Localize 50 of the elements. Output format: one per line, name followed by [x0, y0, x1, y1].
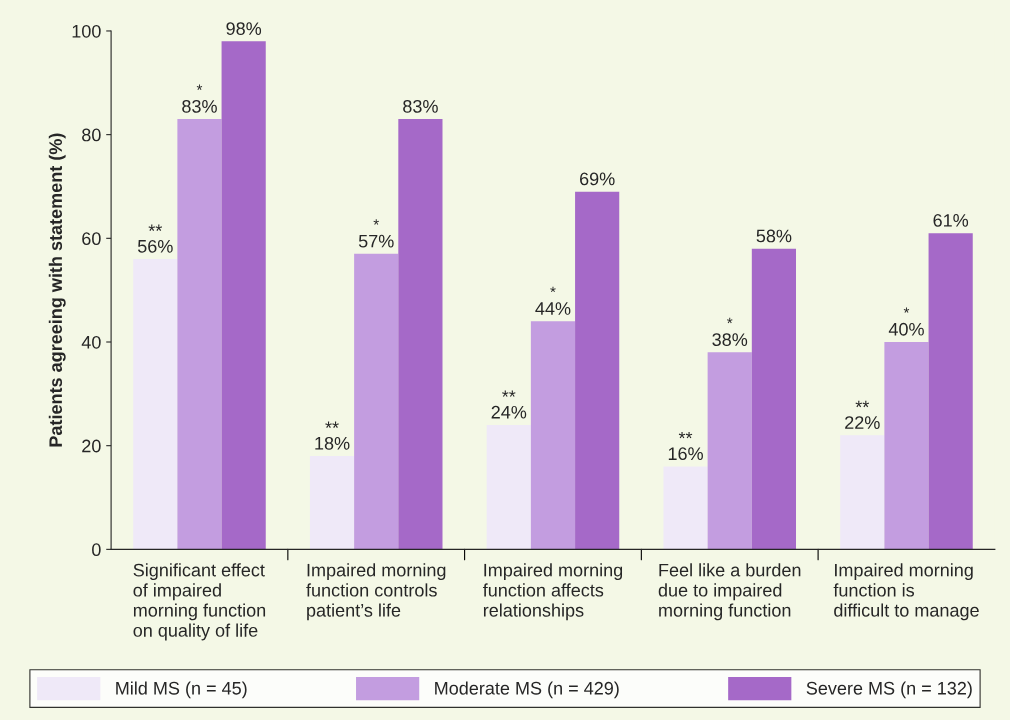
y-tick-label: 20 — [82, 439, 101, 453]
annotation: * — [550, 286, 556, 293]
annotation: * — [373, 219, 379, 225]
legend-label: Moderate MS (n = 429) — [435, 681, 619, 699]
y-tick-label: 40 — [81, 335, 101, 349]
data-label: 61% — [933, 214, 969, 227]
bar — [707, 352, 752, 550]
annotation: * — [196, 84, 203, 90]
y-tick-label: 80 — [82, 128, 101, 142]
x-tick-label: Impaired morning function affects relationships — [482, 563, 623, 621]
data-label: ** 18% — [315, 421, 350, 450]
y-tick-label: 60 — [82, 232, 101, 246]
bar — [884, 342, 929, 550]
bar — [177, 119, 222, 550]
bar — [309, 456, 355, 550]
bar — [751, 248, 797, 550]
bar — [575, 191, 620, 550]
x-tick-label: Significant effect of impaired morning function on quality of life — [133, 563, 266, 641]
annotation: * — [903, 307, 910, 313]
bar — [133, 259, 178, 550]
data-label: 83% — [182, 99, 217, 113]
x-tick-label: Impaired morning function is difficult to manage — [833, 563, 979, 621]
bar — [221, 41, 266, 550]
y-tick-label: 0 — [92, 543, 101, 557]
legend-label: Mild MS (n = 45) — [116, 681, 247, 699]
data-label: 40% — [888, 322, 924, 336]
bar — [354, 253, 399, 550]
y-axis-title: Patients agreeing with statement (%) — [48, 133, 66, 447]
data-label: 38% — [712, 333, 748, 347]
bar — [840, 435, 885, 550]
legend-label: Severe MS (n = 132) — [806, 681, 972, 699]
data-label: 58% — [756, 229, 792, 243]
bar — [398, 119, 443, 550]
data-label: ** 56% — [137, 224, 173, 253]
bar — [663, 466, 708, 550]
data-label: 44% — [535, 302, 571, 315]
data-label: 83% — [403, 99, 438, 113]
data-label: 98% — [226, 22, 262, 35]
annotation: * — [727, 317, 733, 324]
x-tick-label: Impaired morning function controls patient’s life — [306, 563, 446, 621]
data-label: 57% — [358, 234, 394, 248]
bar — [928, 233, 973, 550]
y-tick-label: 100 — [72, 24, 101, 38]
data-label: ** 16% — [668, 431, 703, 461]
data-label: ** 24% — [491, 390, 527, 419]
bar — [486, 424, 531, 550]
data-label: 69% — [580, 172, 615, 186]
x-tick-label: Feel like a burden due to impaired morning function — [658, 563, 801, 621]
bar — [530, 321, 576, 550]
data-label: ** 22% — [845, 400, 880, 429]
